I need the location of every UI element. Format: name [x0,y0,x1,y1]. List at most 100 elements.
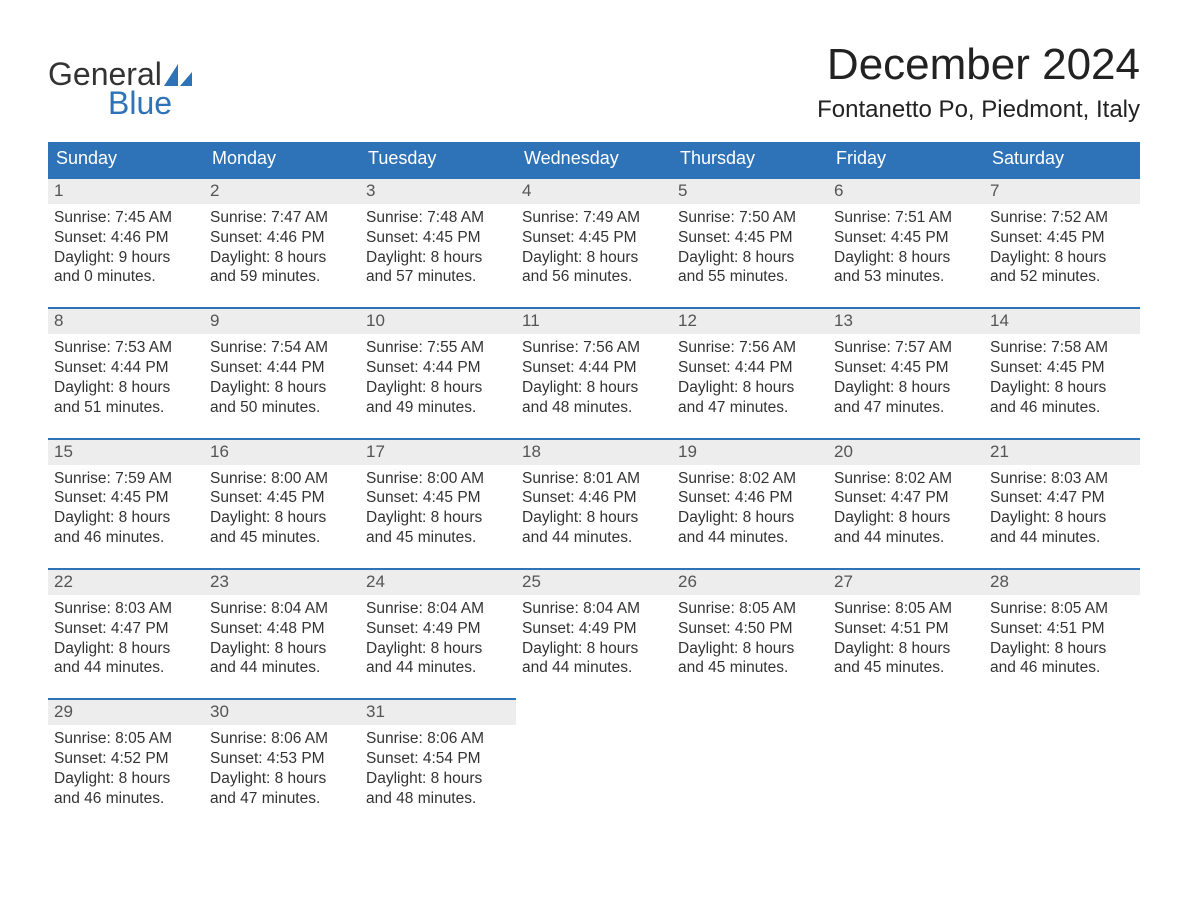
day-number: 23 [204,568,360,595]
day-cell [516,698,672,814]
day-line-d1: Daylight: 8 hours [522,248,666,268]
day-line-sunset: Sunset: 4:45 PM [990,228,1134,248]
day-line-d2: and 44 minutes. [678,528,822,548]
day-number: 15 [48,438,204,465]
day-cell: 7Sunrise: 7:52 AMSunset: 4:45 PMDaylight… [984,177,1140,293]
sail-icon [164,64,192,86]
day-header: Sunday [48,142,204,177]
day-line-sunrise: Sunrise: 8:01 AM [522,469,666,489]
day-number: 10 [360,307,516,334]
day-number: 4 [516,177,672,204]
day-cell: 8Sunrise: 7:53 AMSunset: 4:44 PMDaylight… [48,307,204,423]
day-line-d1: Daylight: 9 hours [54,248,198,268]
logo-word-blue: Blue [108,85,172,122]
location: Fontanetto Po, Piedmont, Italy [817,96,1140,124]
day-line-sunset: Sunset: 4:44 PM [522,358,666,378]
day-line-sunrise: Sunrise: 8:06 AM [210,729,354,749]
day-cell: 31Sunrise: 8:06 AMSunset: 4:54 PMDayligh… [360,698,516,814]
day-line-sunrise: Sunrise: 8:02 AM [834,469,978,489]
day-line-d1: Daylight: 8 hours [990,508,1134,528]
day-line-sunset: Sunset: 4:45 PM [366,488,510,508]
day-line-sunrise: Sunrise: 7:59 AM [54,469,198,489]
day-number: 27 [828,568,984,595]
day-line-sunset: Sunset: 4:44 PM [678,358,822,378]
day-line-d2: and 44 minutes. [210,658,354,678]
day-number: 25 [516,568,672,595]
day-line-d2: and 47 minutes. [678,398,822,418]
day-line-sunrise: Sunrise: 7:49 AM [522,208,666,228]
day-line-sunrise: Sunrise: 8:05 AM [990,599,1134,619]
day-cell: 16Sunrise: 8:00 AMSunset: 4:45 PMDayligh… [204,438,360,554]
day-number: 19 [672,438,828,465]
day-line-sunset: Sunset: 4:51 PM [990,619,1134,639]
day-content: Sunrise: 8:03 AMSunset: 4:47 PMDaylight:… [984,465,1140,554]
day-header: Saturday [984,142,1140,177]
day-number: 2 [204,177,360,204]
header: General Blue December 2024 Fontanetto Po… [48,40,1140,124]
week-row: 1Sunrise: 7:45 AMSunset: 4:46 PMDaylight… [48,177,1140,293]
day-content: Sunrise: 8:05 AMSunset: 4:51 PMDaylight:… [828,595,984,684]
day-line-sunset: Sunset: 4:45 PM [834,358,978,378]
day-cell: 12Sunrise: 7:56 AMSunset: 4:44 PMDayligh… [672,307,828,423]
day-line-sunrise: Sunrise: 8:05 AM [678,599,822,619]
day-line-sunrise: Sunrise: 8:04 AM [366,599,510,619]
day-line-d1: Daylight: 8 hours [366,248,510,268]
day-line-sunset: Sunset: 4:46 PM [522,488,666,508]
day-number: 28 [984,568,1140,595]
day-line-d2: and 46 minutes. [54,528,198,548]
day-line-sunset: Sunset: 4:48 PM [210,619,354,639]
week-row: 8Sunrise: 7:53 AMSunset: 4:44 PMDaylight… [48,307,1140,423]
day-number: 5 [672,177,828,204]
day-line-sunset: Sunset: 4:47 PM [990,488,1134,508]
day-cell [828,698,984,814]
day-content: Sunrise: 7:59 AMSunset: 4:45 PMDaylight:… [48,465,204,554]
day-line-sunset: Sunset: 4:52 PM [54,749,198,769]
day-line-sunrise: Sunrise: 7:50 AM [678,208,822,228]
day-line-d2: and 59 minutes. [210,267,354,287]
day-line-sunset: Sunset: 4:54 PM [366,749,510,769]
day-line-sunrise: Sunrise: 7:54 AM [210,338,354,358]
day-line-sunrise: Sunrise: 7:48 AM [366,208,510,228]
day-line-sunset: Sunset: 4:46 PM [210,228,354,248]
day-line-d1: Daylight: 8 hours [366,769,510,789]
day-line-d1: Daylight: 8 hours [54,508,198,528]
day-cell: 5Sunrise: 7:50 AMSunset: 4:45 PMDaylight… [672,177,828,293]
day-line-d1: Daylight: 8 hours [834,508,978,528]
day-number: 17 [360,438,516,465]
day-line-d2: and 52 minutes. [990,267,1134,287]
day-line-d2: and 56 minutes. [522,267,666,287]
day-line-d2: and 51 minutes. [54,398,198,418]
day-line-sunrise: Sunrise: 7:57 AM [834,338,978,358]
day-line-d1: Daylight: 8 hours [210,508,354,528]
day-line-d1: Daylight: 8 hours [366,378,510,398]
day-line-d1: Daylight: 8 hours [834,378,978,398]
day-line-sunrise: Sunrise: 7:58 AM [990,338,1134,358]
day-line-sunset: Sunset: 4:45 PM [834,228,978,248]
day-line-sunset: Sunset: 4:45 PM [210,488,354,508]
day-line-sunset: Sunset: 4:45 PM [990,358,1134,378]
day-line-sunrise: Sunrise: 8:05 AM [834,599,978,619]
day-cell: 27Sunrise: 8:05 AMSunset: 4:51 PMDayligh… [828,568,984,684]
title-block: December 2024 Fontanetto Po, Piedmont, I… [817,40,1140,124]
day-content: Sunrise: 8:06 AMSunset: 4:54 PMDaylight:… [360,725,516,814]
logo: General Blue [48,40,192,122]
day-line-d2: and 0 minutes. [54,267,198,287]
day-line-d1: Daylight: 8 hours [522,508,666,528]
day-number: 3 [360,177,516,204]
day-content: Sunrise: 7:54 AMSunset: 4:44 PMDaylight:… [204,334,360,423]
day-line-d2: and 44 minutes. [834,528,978,548]
day-line-d1: Daylight: 8 hours [678,378,822,398]
day-content: Sunrise: 7:56 AMSunset: 4:44 PMDaylight:… [516,334,672,423]
day-number: 31 [360,698,516,725]
day-line-d2: and 57 minutes. [366,267,510,287]
day-line-d2: and 44 minutes. [54,658,198,678]
weeks-container: 1Sunrise: 7:45 AMSunset: 4:46 PMDaylight… [48,177,1140,815]
day-content: Sunrise: 7:55 AMSunset: 4:44 PMDaylight:… [360,334,516,423]
day-line-d1: Daylight: 8 hours [834,248,978,268]
day-line-d1: Daylight: 8 hours [210,769,354,789]
day-number: 30 [204,698,360,725]
day-number: 11 [516,307,672,334]
day-line-sunset: Sunset: 4:45 PM [678,228,822,248]
month-title: December 2024 [817,40,1140,90]
day-content: Sunrise: 7:58 AMSunset: 4:45 PMDaylight:… [984,334,1140,423]
